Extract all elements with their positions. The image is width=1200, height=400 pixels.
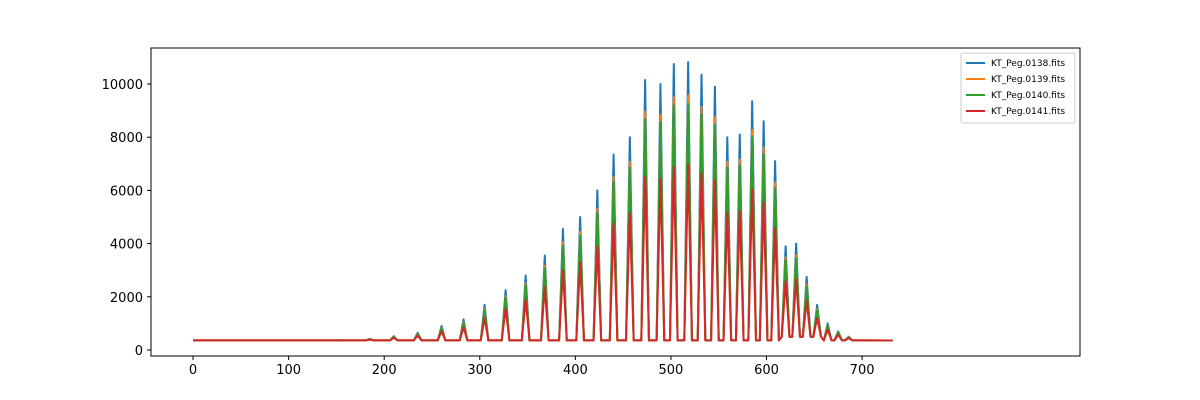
series-line xyxy=(193,164,893,342)
y-tick-label: 4000 xyxy=(110,238,143,253)
x-tick-label: 400 xyxy=(563,363,588,378)
legend-label: KT_Peg.0139.fits xyxy=(991,75,1065,85)
axes-frame xyxy=(150,47,1081,357)
y-tick-label: 0 xyxy=(135,344,143,359)
legend-label: KT_Peg.0141.fits xyxy=(991,107,1065,117)
x-tick-label: 500 xyxy=(659,363,684,378)
x-tick-label: 100 xyxy=(276,363,301,378)
x-tick-label: 0 xyxy=(189,363,197,378)
legend-box xyxy=(960,52,1076,124)
x-tick-label: 200 xyxy=(372,363,397,378)
legend: KT_Peg.0138.fits KT_Peg.0139.fits KT_Peg.0… xyxy=(960,52,1076,124)
y-tick-label: 10000 xyxy=(102,78,143,93)
y-tick-label: 8000 xyxy=(110,131,143,146)
legend-label: KT_Peg.0140.fits xyxy=(991,91,1065,101)
x-tick-label: 700 xyxy=(850,363,875,378)
y-tick-label: 6000 xyxy=(110,184,143,199)
legend-label: KT_Peg.0138.fits xyxy=(991,59,1065,69)
y-tick-label: 2000 xyxy=(110,291,143,306)
x-tick-label: 300 xyxy=(467,363,492,378)
x-tick-label: 600 xyxy=(754,363,779,378)
